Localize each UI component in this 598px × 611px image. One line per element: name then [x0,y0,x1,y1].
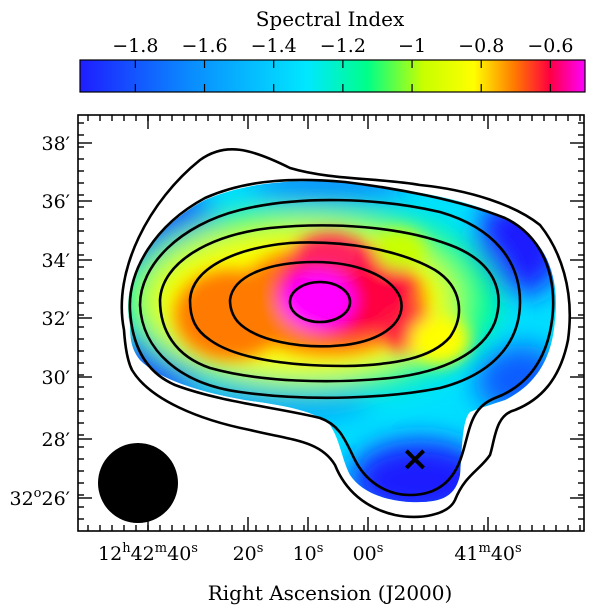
colorbar-tick-label: −0.6 [527,35,573,57]
contour-level-5 [188,241,461,368]
y-tick-label: 32′ [42,308,71,330]
colorbar-tick-label: −0.8 [458,35,504,57]
contour-level-4 [158,224,500,383]
y-tick-labels: 38′ 36′ 34′ 32′ 30′ 28′ 32o26′ [9,133,70,510]
beam-circle [98,443,178,523]
contour-level-1 [120,148,572,519]
contour-level-2 [128,178,555,497]
y-tick-label: 32o26′ [9,486,70,510]
x-tick-label: 10s [293,541,324,565]
x-ticks [87,115,581,531]
x-tick-labels: 12h42m40s 20s 10s 00s 41m40s [98,541,522,565]
y-tick-label: 34′ [42,250,71,272]
x-tick-label: 20s [233,541,264,565]
x-tick-label: 00s [353,541,384,565]
contours [120,148,572,519]
contour-level-3 [138,198,522,400]
source-marker: × [401,439,430,479]
x-tick-label: 41m40s [454,541,521,565]
y-tick-label: 38′ [42,133,71,155]
contour-level-6 [228,260,403,348]
plot-frame [77,114,585,532]
cross-marker-icon: × [401,439,430,479]
y-tick-label: 30′ [42,367,71,389]
x-axis-label: Right Ascension (J2000) [208,581,453,605]
colorbar: −1.8 −1.6 −1.4 −1.2 −1 −0.8 −0.6 [79,35,586,93]
colorbar-tick-label: −1.4 [251,35,297,57]
colorbar-gradient [79,59,586,93]
y-tick-label: 36′ [42,191,71,213]
colorbar-tick-label: −1.8 [112,35,158,57]
colorbar-tick-label: −1.2 [320,35,366,57]
y-tick-label: 28′ [42,429,71,451]
contour-level-7 [288,280,352,324]
colorbar-tick-label: −1.6 [181,35,227,57]
y-ticks [78,122,584,520]
x-tick-label: 12h42m40s [98,541,198,565]
colorbar-label: Spectral Index [256,7,405,31]
colorbar-tick-label: −1 [398,35,426,57]
